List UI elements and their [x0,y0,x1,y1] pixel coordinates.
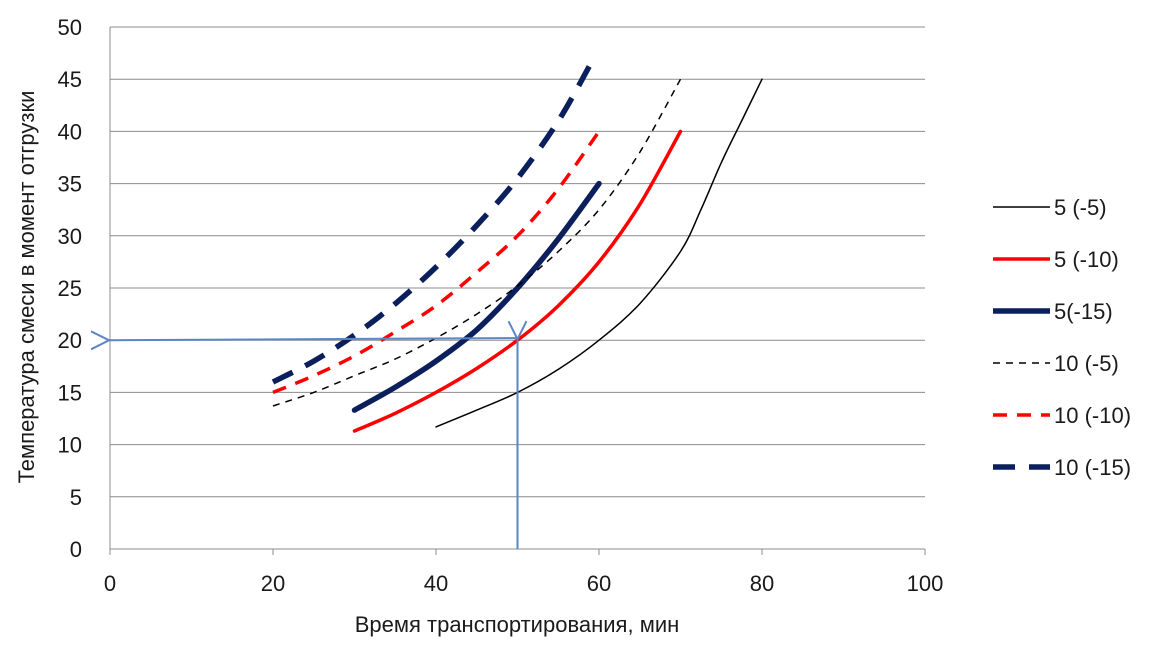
y-tick-label-5: 5 [70,485,82,510]
y-tick-label-35: 35 [58,172,82,197]
y-tick-label-40: 40 [58,119,82,144]
y-tick-label-50: 50 [58,15,82,40]
x-tick-label-100: 100 [907,571,944,596]
annotation-arrows [110,338,518,549]
legend-label-1: 5 (-5) [1054,195,1107,220]
series-line-1 [435,78,763,428]
series-line-6 [271,62,594,385]
x-tick-label-40: 40 [424,571,448,596]
legend-label-5: 10 (-10) [1054,403,1131,428]
x-axis-title: Время транспортирования, мин [355,612,680,637]
legend-label-2: 5 (-10) [1054,247,1119,272]
legend-label-4: 10 (-5) [1054,351,1119,376]
y-tick-label-25: 25 [58,276,82,301]
legend-label-3: 5(-15) [1054,299,1113,324]
annotation-arrow-2 [110,338,518,340]
x-tick-label-60: 60 [587,571,611,596]
y-tick-label-0: 0 [70,537,82,562]
y-tick-label-10: 10 [58,433,82,458]
legend-label-6: 10 (-15) [1054,455,1131,480]
series-line-3 [351,180,602,413]
x-tick-label-0: 0 [104,571,116,596]
y-tick-label-20: 20 [58,328,82,353]
y-tick-label-30: 30 [58,224,82,249]
x-tick-label-80: 80 [750,571,774,596]
y-axis-title: Температура смеси в момент отгрузки [14,91,39,484]
series-line-5 [272,130,601,395]
legend: 5 (-5) 5 (-10) 5(-15) 10 (-5) 10 (-10) 10 (-1… [993,195,1131,480]
x-tick-label-20: 20 [261,571,285,596]
series-line-4 [272,78,682,407]
y-tick-label-45: 45 [58,67,82,92]
tick-labels: 0 5 10 15 20 25 30 35 40 45 50 0 20 40 60 80 100 [58,15,944,596]
y-tick-label-15: 15 [58,380,82,405]
